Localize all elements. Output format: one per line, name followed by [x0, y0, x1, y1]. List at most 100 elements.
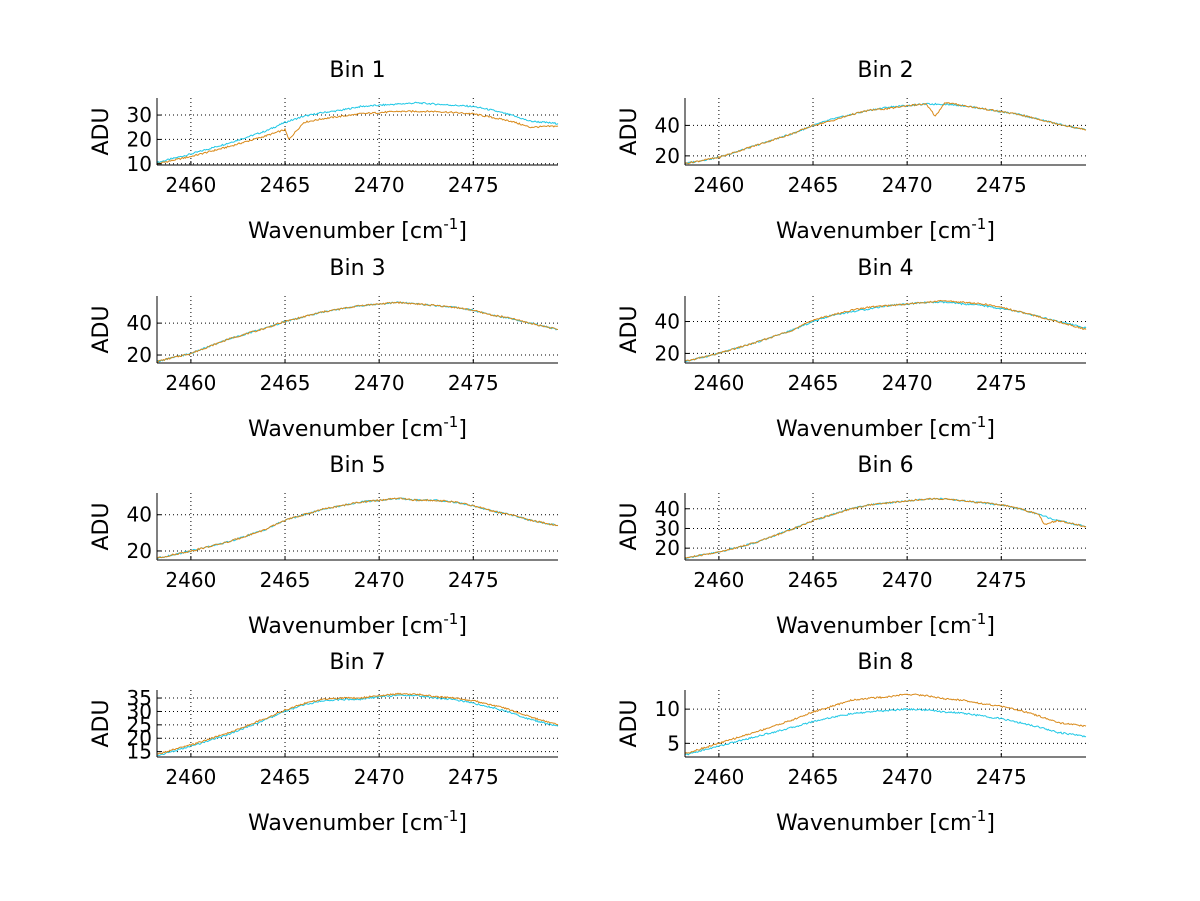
y-tick-label: 40: [655, 310, 680, 334]
subplot-title: Bin 5: [329, 453, 385, 478]
y-tick-label: 20: [127, 539, 152, 563]
x-tick-label: 2460: [693, 568, 744, 592]
subplot-8: 2460 2465 2470 2475 5 10 Bin 8 Wavenumber [cm-1…: [617, 650, 1087, 836]
y-tick-label: 40: [655, 497, 680, 521]
y-axis-label: ADU: [89, 107, 114, 155]
x-tick-label: 2470: [882, 371, 933, 395]
x-tick-label: 2460: [693, 371, 744, 395]
series-line-1: [156, 497, 559, 559]
subplot-title: Bin 6: [857, 453, 913, 478]
x-tick-label: 2470: [882, 173, 933, 197]
x-tick-label: 2475: [976, 173, 1027, 197]
x-tick-label: 2470: [354, 765, 405, 789]
y-tick-label: 20: [127, 127, 152, 151]
x-axis-label: Wavenumber [cm-1]: [776, 610, 995, 639]
subplot-title: Bin 2: [857, 58, 913, 83]
x-tick-label: 2475: [448, 371, 499, 395]
series-line-1: [684, 102, 1087, 165]
series-line-1: [156, 101, 559, 164]
x-tick-label: 2475: [448, 765, 499, 789]
subplot-title: Bin 7: [329, 650, 385, 675]
y-tick-label: 30: [127, 699, 152, 723]
x-axis-label: Wavenumber [cm-1]: [248, 413, 467, 442]
y-axis-label: ADU: [89, 305, 114, 353]
subplot-3: 2460 2465 2470 2475 20 40 Bin 3 Wavenumber [cm-…: [89, 256, 559, 442]
x-tick-label: 2465: [260, 765, 311, 789]
x-tick-label: 2460: [165, 765, 216, 789]
subplot-title: Bin 1: [329, 58, 385, 83]
series-line-1: [156, 694, 559, 756]
subplot-title: Bin 3: [329, 256, 385, 281]
y-tick-label: 10: [127, 152, 152, 176]
series-line-1: [684, 301, 1087, 363]
y-axis-label: ADU: [617, 699, 642, 747]
x-axis-label: Wavenumber [cm-1]: [248, 610, 467, 639]
x-axis-label: Wavenumber [cm-1]: [776, 807, 995, 836]
x-tick-label: 2465: [260, 371, 311, 395]
y-axis-label: ADU: [89, 502, 114, 550]
y-tick-label: 30: [127, 103, 152, 127]
y-tick-label: 20: [655, 144, 680, 168]
y-tick-label: 40: [127, 311, 152, 335]
x-tick-label: 2460: [693, 765, 744, 789]
x-tick-label: 2460: [693, 173, 744, 197]
subplot-2: 2460 2465 2470 2475 20 40 Bin 2 Wavenumber [cm-…: [617, 58, 1087, 244]
y-tick-label: 10: [655, 697, 680, 721]
y-tick-label: 20: [127, 726, 152, 750]
y-tick-label: 40: [655, 113, 680, 137]
series-line-1: [684, 707, 1087, 756]
y-tick-label: 30: [655, 516, 680, 540]
series-line-2: [684, 102, 1086, 165]
x-tick-label: 2475: [976, 371, 1027, 395]
x-axis-label: Wavenumber [cm-1]: [248, 807, 467, 836]
x-axis-label: Wavenumber [cm-1]: [248, 215, 467, 244]
x-tick-label: 2460: [165, 173, 216, 197]
y-tick-label: 5: [667, 731, 680, 755]
series-line-2: [684, 693, 1087, 755]
x-tick-label: 2460: [165, 568, 216, 592]
x-tick-label: 2475: [976, 765, 1027, 789]
x-tick-label: 2465: [260, 568, 311, 592]
y-axis-label: ADU: [617, 305, 642, 353]
x-axis-label: Wavenumber [cm-1]: [776, 215, 995, 244]
x-tick-label: 2470: [354, 371, 405, 395]
y-axis-label: ADU: [617, 502, 642, 550]
y-tick-label: 15: [127, 740, 152, 764]
subplot-title: Bin 4: [857, 256, 913, 281]
y-tick-label: 20: [655, 536, 680, 560]
x-tick-label: 2465: [788, 765, 839, 789]
series-line-2: [156, 692, 559, 755]
y-tick-label: 40: [127, 503, 152, 527]
y-tick-label: 20: [127, 343, 152, 367]
y-axis-label: ADU: [617, 107, 642, 155]
series-line-1: [157, 301, 558, 363]
subplot-title: Bin 8: [857, 650, 913, 675]
x-tick-label: 2465: [788, 173, 839, 197]
x-tick-label: 2475: [448, 173, 499, 197]
x-tick-label: 2470: [882, 765, 933, 789]
y-tick-label: 20: [655, 341, 680, 365]
x-tick-label: 2470: [354, 173, 405, 197]
series-line-2: [156, 109, 559, 165]
subplot-4: 2460 2465 2470 2475 20 40 Bin 4 Wavenumber [cm-…: [617, 256, 1087, 442]
series-line-2: [684, 299, 1087, 362]
x-tick-label: 2470: [354, 568, 405, 592]
series-line-2: [684, 497, 1087, 559]
x-tick-label: 2460: [165, 371, 216, 395]
y-tick-label: 25: [127, 713, 152, 737]
x-tick-label: 2465: [788, 568, 839, 592]
x-tick-label: 2465: [788, 371, 839, 395]
x-tick-label: 2475: [448, 568, 499, 592]
series-line-2: [156, 300, 559, 363]
series-line-2: [156, 497, 559, 559]
x-tick-label: 2475: [976, 568, 1027, 592]
y-tick-label: 35: [127, 686, 152, 710]
x-axis-label: Wavenumber [cm-1]: [776, 413, 995, 442]
x-tick-label: 2470: [882, 568, 933, 592]
subplot-5: 2460 2465 2470 2475 20 40 Bin 5 Wavenumber [cm-…: [89, 453, 559, 639]
y-axis-label: ADU: [89, 699, 114, 747]
